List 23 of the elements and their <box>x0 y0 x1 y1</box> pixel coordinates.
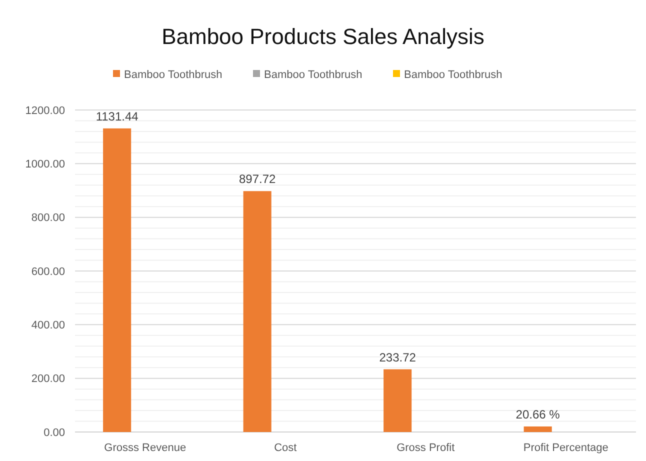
y-tick-label: 200.00 <box>31 373 65 386</box>
y-tick-label: 0.00 <box>44 426 65 439</box>
legend-label: Bamboo Toothbrush <box>124 69 222 81</box>
legend-label: Bamboo Toothbrush <box>264 69 362 81</box>
legend-label: Bamboo Toothbrush <box>404 69 502 81</box>
data-label: 20.66 % <box>516 407 560 422</box>
x-tick-label: Cost <box>274 442 297 454</box>
x-tick-label: Profit Percentage <box>523 442 608 454</box>
bar <box>103 128 132 432</box>
chart-title: Bamboo Products Sales Analysis <box>162 24 484 49</box>
bar <box>384 369 412 432</box>
y-tick-label: 600.00 <box>31 266 65 278</box>
x-tick-label: Grosss Revenue <box>104 442 186 454</box>
bar <box>243 191 272 432</box>
y-tick-label: 1200.00 <box>25 104 65 117</box>
y-tick-label: 800.00 <box>31 212 65 224</box>
data-label: 233.72 <box>379 350 416 364</box>
x-tick-label: Gross Profit <box>396 442 455 454</box>
data-label: 897.72 <box>238 172 276 186</box>
y-tick-label: 1000.00 <box>25 158 65 171</box>
data-label: 1131.44 <box>96 109 139 124</box>
bar <box>524 426 552 432</box>
y-tick-label: 400.00 <box>31 320 65 332</box>
